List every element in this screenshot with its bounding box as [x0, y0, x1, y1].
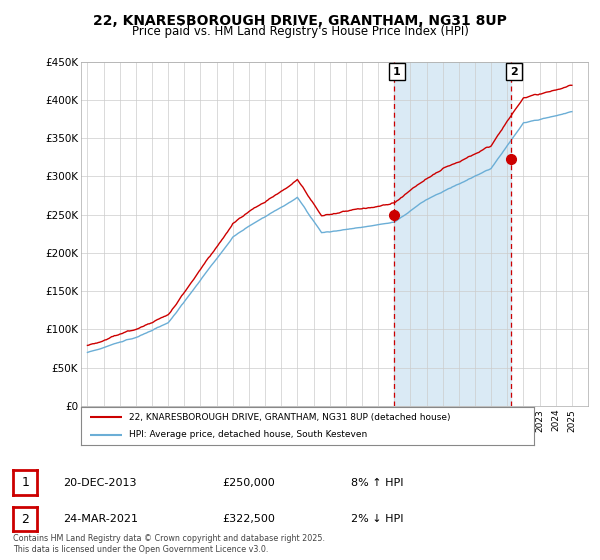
- Text: 1: 1: [393, 67, 401, 77]
- Text: £250,000: £250,000: [222, 478, 275, 488]
- Text: 22, KNARESBOROUGH DRIVE, GRANTHAM, NG31 8UP (detached house): 22, KNARESBOROUGH DRIVE, GRANTHAM, NG31 …: [128, 413, 450, 422]
- Text: 2% ↓ HPI: 2% ↓ HPI: [351, 514, 404, 524]
- Text: 2: 2: [511, 67, 518, 77]
- Text: 20-DEC-2013: 20-DEC-2013: [63, 478, 137, 488]
- Text: HPI: Average price, detached house, South Kesteven: HPI: Average price, detached house, Sout…: [128, 431, 367, 440]
- Text: 22, KNARESBOROUGH DRIVE, GRANTHAM, NG31 8UP: 22, KNARESBOROUGH DRIVE, GRANTHAM, NG31 …: [93, 14, 507, 28]
- Text: Contains HM Land Registry data © Crown copyright and database right 2025.
This d: Contains HM Land Registry data © Crown c…: [13, 534, 325, 554]
- Text: 2: 2: [21, 512, 29, 526]
- Text: £322,500: £322,500: [222, 514, 275, 524]
- Text: Price paid vs. HM Land Registry's House Price Index (HPI): Price paid vs. HM Land Registry's House …: [131, 25, 469, 38]
- Text: 24-MAR-2021: 24-MAR-2021: [63, 514, 138, 524]
- Text: 1: 1: [21, 476, 29, 489]
- Bar: [394, 62, 511, 406]
- Text: 8% ↑ HPI: 8% ↑ HPI: [351, 478, 404, 488]
